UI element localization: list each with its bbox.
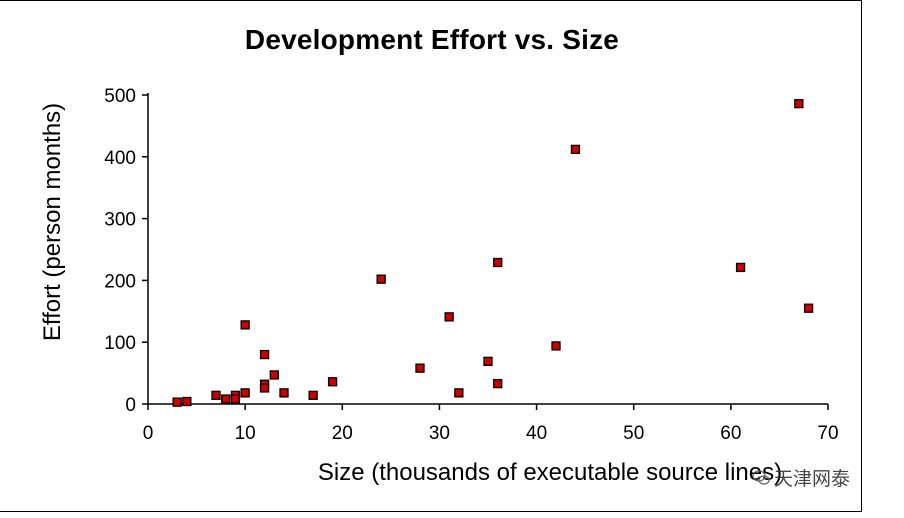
data-point: [327, 377, 338, 387]
axes: [147, 93, 828, 405]
data-point: [279, 388, 289, 398]
data-point: [493, 378, 503, 389]
data-point: [570, 144, 581, 155]
watermark: 天津网泰: [752, 464, 850, 491]
chart-border: [0, 0, 862, 512]
data-point: [172, 397, 182, 407]
data-point: [221, 394, 231, 404]
data-point: [803, 303, 814, 313]
y-axis-label: Effort (person months): [39, 103, 66, 341]
data-points: [172, 99, 814, 407]
watermark-text: 天津网泰: [774, 469, 851, 490]
data-point: [376, 274, 386, 284]
x-tick-label: 30: [429, 423, 450, 444]
y-tick-label: 300: [104, 210, 136, 231]
y-tick-label: 400: [104, 148, 136, 169]
x-axis-ticks: 0 10 20 30 40 50 60 70: [143, 404, 839, 444]
data-point: [259, 349, 270, 360]
data-point: [794, 99, 804, 109]
data-point: [454, 388, 464, 398]
data-point: [415, 363, 425, 373]
data-point: [493, 257, 503, 268]
data-point: [240, 320, 250, 330]
data-point: [230, 394, 241, 404]
x-tick-label: 70: [817, 423, 838, 444]
x-tick-label: 50: [623, 423, 644, 444]
data-point: [735, 262, 746, 273]
data-point: [240, 388, 250, 398]
data-point: [182, 396, 192, 407]
y-tick-label: 0: [125, 395, 136, 416]
x-tick-label: 60: [720, 423, 741, 444]
x-tick-label: 20: [332, 423, 353, 444]
data-point: [269, 370, 279, 380]
wechat-icon: [752, 469, 770, 485]
data-point: [259, 383, 270, 393]
data-point: [211, 390, 221, 400]
chart-title: Development Effort vs. Size: [244, 24, 620, 55]
data-point: [483, 356, 493, 367]
x-tick-label: 10: [235, 423, 256, 444]
x-tick-label: 40: [526, 423, 547, 444]
data-point: [551, 341, 561, 351]
y-tick-label: 200: [104, 271, 136, 292]
x-tick-label: 0: [143, 423, 154, 444]
data-point: [308, 390, 318, 400]
y-tick-label: 100: [104, 333, 136, 354]
y-axis-ticks: 0 100 200 300 400 500: [104, 86, 148, 416]
y-tick-label: 500: [104, 86, 136, 107]
x-axis-label: Size (thousands of executable source lin…: [318, 459, 782, 486]
data-point: [444, 312, 454, 322]
